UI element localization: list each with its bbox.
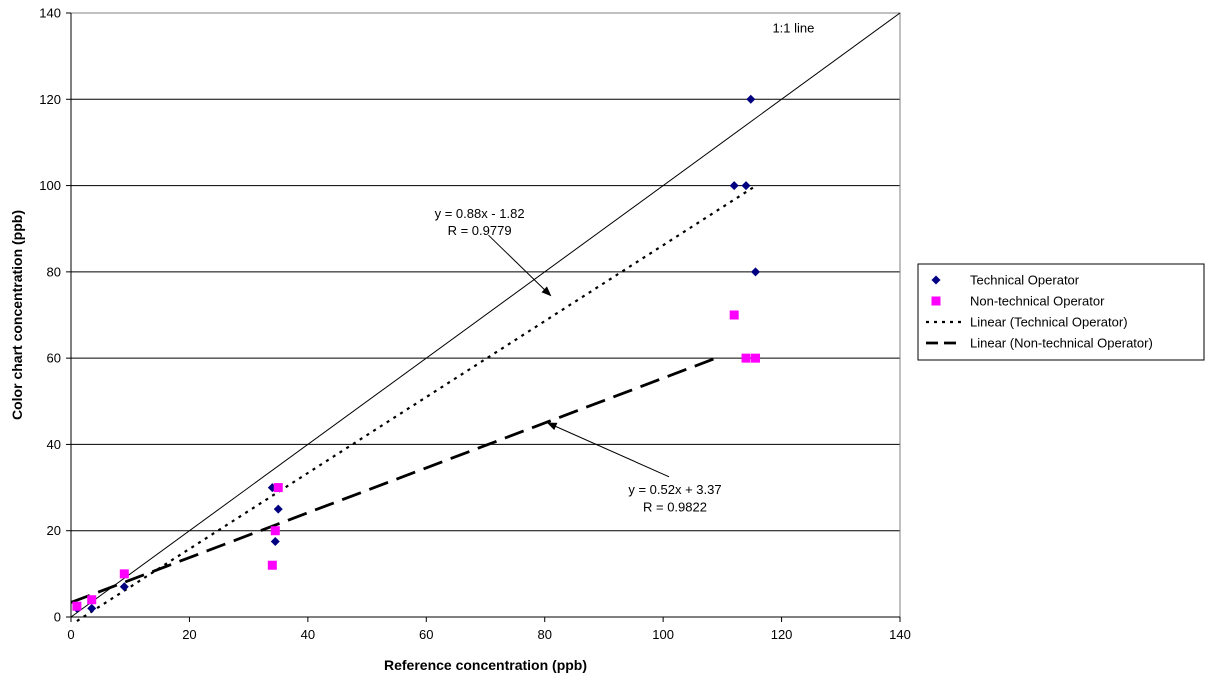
x-tick-label: 120	[771, 627, 793, 642]
legend-label: Linear (Technical Operator)	[970, 315, 1128, 330]
axes: 0 20 40 60 80 100 120 140 0 20 40 60 80 100 120 140	[39, 6, 911, 643]
nontechnical-operator-point	[729, 310, 739, 320]
nontechnical-operator-point	[72, 601, 82, 611]
y-tick-label: 80	[47, 264, 61, 279]
annotation-arrow	[488, 234, 552, 297]
annotations: 1:1 line y = 0.88x - 1.82 R = 0.9779 y =…	[435, 20, 815, 514]
legend-box	[917, 263, 1205, 361]
technical-operator-point	[729, 181, 739, 191]
technical-operator-point	[751, 267, 761, 277]
y-axis-title: Color chart concentration (ppb)	[9, 210, 25, 420]
x-tick-label: 60	[419, 627, 433, 642]
x-tick-label: 80	[537, 627, 551, 642]
x-tick-label: 140	[889, 627, 911, 642]
x-tick-label: 20	[182, 627, 196, 642]
y-tick-label: 40	[47, 437, 61, 452]
y-tick-label: 60	[47, 351, 61, 366]
technical-operator-point	[741, 181, 751, 191]
y-tick-label: 100	[39, 178, 61, 193]
nontechnical-operator-point	[270, 526, 280, 536]
legend-square-symbol	[931, 296, 941, 306]
data-points	[72, 94, 761, 613]
nontechnical-operator-point	[119, 569, 129, 579]
y-tick-label: 120	[39, 92, 61, 107]
technical-operator-point	[273, 504, 283, 514]
nontechnical-operator-point	[273, 483, 283, 493]
y-tick-label: 140	[39, 6, 61, 21]
technical-equation-label: y = 0.88x - 1.82	[435, 206, 525, 221]
x-tick-label: 100	[652, 627, 674, 642]
technical-operator-point	[87, 603, 97, 613]
nontechnical-operator-point	[87, 595, 97, 605]
technical-r-label: R = 0.9779	[448, 223, 512, 238]
trend-lines	[70, 12, 901, 622]
x-tick-label: 0	[67, 627, 74, 642]
technical-operator-point	[119, 582, 129, 592]
trend-line-solid	[70, 12, 901, 618]
legend-label: Linear (Non-technical Operator)	[970, 336, 1153, 351]
nontechnical-equation-label: y = 0.52x + 3.37	[628, 482, 721, 497]
technical-operator-point	[270, 537, 280, 546]
legend: Technical Operator Non-technical Operator…	[917, 263, 1205, 361]
nontechnical-operator-point	[267, 560, 277, 570]
legend-label: Non-technical Operator	[970, 294, 1105, 309]
x-axis-title: Reference concentration (ppb)	[384, 657, 587, 673]
nontechnical-operator-point	[741, 353, 751, 363]
legend-diamond-symbol	[931, 275, 941, 285]
annotation-arrow	[546, 422, 670, 478]
nontechnical-operator-point	[751, 353, 761, 363]
technical-operator-point	[746, 94, 756, 104]
x-tick-label: 40	[301, 627, 315, 642]
one-to-one-label: 1:1 line	[772, 20, 814, 35]
y-tick-label: 0	[54, 610, 61, 625]
nontechnical-r-label: R = 0.9822	[643, 499, 707, 514]
legend-label: Technical Operator	[970, 273, 1080, 288]
y-tick-label: 20	[47, 523, 61, 538]
